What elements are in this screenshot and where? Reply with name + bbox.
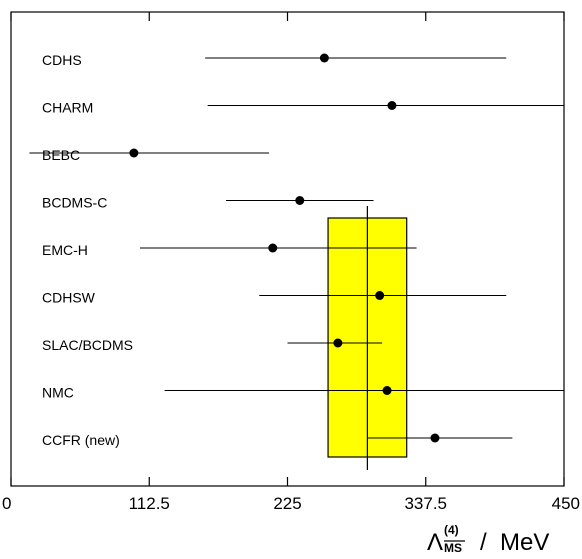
experiment-label-charm: CHARM: [42, 100, 93, 116]
x-axis-subscript: MS: [444, 541, 462, 555]
data-point-cdhs: [319, 53, 329, 63]
experiment-label-emc-h: EMC-H: [42, 242, 88, 258]
data-point-charm: [387, 101, 397, 110]
x-tick-label: 0: [2, 494, 11, 513]
experiment-label-bcdms-c: BCDMS-C: [42, 195, 107, 211]
data-point-bcdms-c: [295, 196, 305, 205]
experiment-label-bebc: BEBC: [42, 147, 80, 163]
x-axis-ticks-layer: 0 112.5 225 337.5 450: [2, 12, 580, 513]
experiment-label-cdhsw: CDHSW: [42, 290, 96, 306]
experiment-label-nmc: NMC: [42, 385, 74, 401]
x-tick-label: 112.5: [129, 494, 170, 513]
x-tick-label: 225: [273, 494, 301, 513]
experiment-label-ccfr-new: CCFR (new): [42, 432, 120, 448]
data-point-emc-h: [268, 243, 278, 253]
data-point-slac-bcdms: [333, 338, 343, 348]
x-axis-symbol: Λ: [427, 529, 443, 556]
data-point-nmc: [382, 386, 392, 395]
average-band-layer: [327, 206, 408, 470]
x-axis-superscript: (4): [444, 523, 459, 537]
plot-frame: [10, 11, 565, 487]
data-point-ccfr-new: [430, 433, 440, 443]
experiment-labels-layer: CDHS CHARM BEBC BCDMS-C EMC-H CDHSW SLAC/BCDMS…: [42, 52, 133, 448]
error-bars-layer: [29, 53, 564, 443]
x-tick-label: 337.5: [404, 494, 447, 513]
data-point-cdhsw: [375, 291, 385, 300]
x-tick-label: 450: [552, 494, 580, 513]
x-axis-title: Λ: [427, 529, 443, 556]
x-axis-unit: / MeV: [480, 529, 549, 556]
experiment-label-slac-bcdms: SLAC/BCDMS: [42, 337, 133, 353]
data-point-bebc: [129, 148, 139, 158]
experiment-label-cdhs: CDHS: [42, 52, 82, 68]
